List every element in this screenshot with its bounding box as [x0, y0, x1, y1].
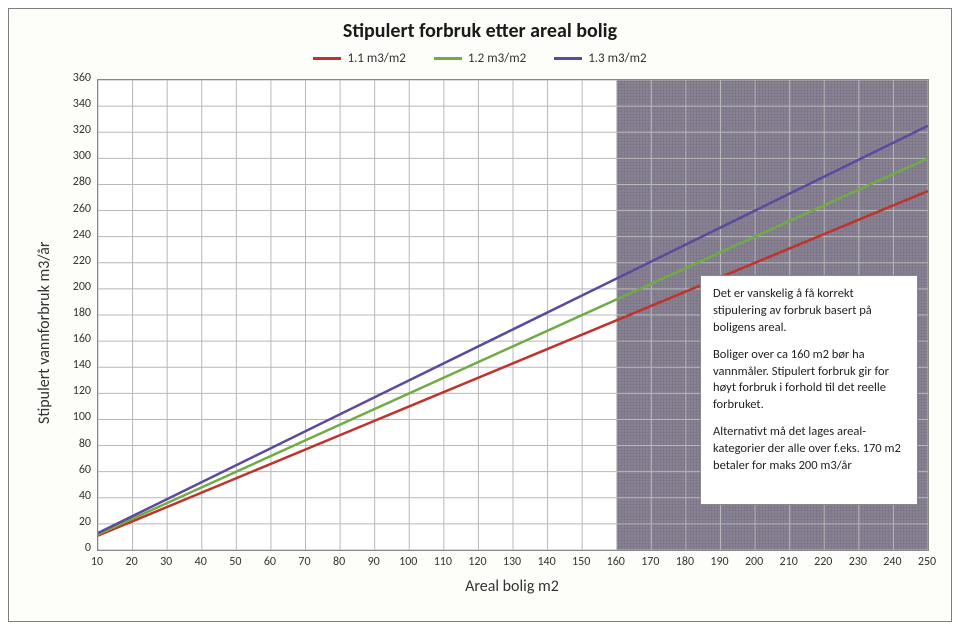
x-tick-label: 210 [779, 555, 799, 569]
x-tick-label: 150 [571, 555, 591, 569]
x-tick-label: 70 [295, 555, 315, 569]
x-axis-label: Areal bolig m2 [97, 577, 927, 596]
x-tick-label: 140 [537, 555, 557, 569]
y-tick-label: 120 [63, 384, 91, 398]
y-tick-label: 240 [63, 228, 91, 242]
legend-item: 1.3 m3/m2 [554, 51, 646, 66]
legend-label: 1.3 m3/m2 [588, 51, 646, 66]
x-tick-label: 190 [710, 555, 730, 569]
legend: 1.1 m3/m2 1.2 m3/m2 1.3 m3/m2 [9, 51, 951, 66]
legend-swatch [554, 57, 582, 60]
y-tick-label: 260 [63, 202, 91, 216]
x-tick-label: 120 [467, 555, 487, 569]
x-tick-label: 200 [744, 555, 764, 569]
legend-swatch [434, 57, 462, 60]
x-tick-label: 160 [606, 555, 626, 569]
legend-label: 1.1 m3/m2 [347, 51, 405, 66]
x-tick-label: 130 [502, 555, 522, 569]
legend-label: 1.2 m3/m2 [468, 51, 526, 66]
y-tick-label: 340 [63, 97, 91, 111]
x-tick-label: 20 [122, 555, 142, 569]
y-tick-label: 300 [63, 149, 91, 163]
y-tick-label: 160 [63, 332, 91, 346]
annotation-p3: Alternativt må det lages areal-kategorie… [713, 424, 905, 475]
x-tick-label: 80 [329, 555, 349, 569]
chart-container: Stipulert forbruk etter areal bolig 1.1 … [8, 8, 952, 622]
y-axis-label: Stipulert vannforbruk m3/år [35, 241, 54, 424]
x-tick-label: 30 [156, 555, 176, 569]
chart-title: Stipulert forbruk etter areal bolig [9, 19, 951, 43]
x-tick-label: 180 [675, 555, 695, 569]
legend-item: 1.2 m3/m2 [434, 51, 526, 66]
y-tick-label: 0 [63, 541, 91, 555]
x-tick-label: 220 [813, 555, 833, 569]
x-tick-label: 110 [433, 555, 453, 569]
y-tick-label: 80 [63, 437, 91, 451]
y-tick-label: 200 [63, 280, 91, 294]
y-tick-label: 280 [63, 175, 91, 189]
x-tick-label: 10 [87, 555, 107, 569]
x-tick-label: 50 [225, 555, 245, 569]
x-tick-label: 90 [364, 555, 384, 569]
legend-swatch [313, 57, 341, 60]
y-tick-label: 40 [63, 489, 91, 503]
plot-area: Det er vanskelig å få korrekt stipulerin… [97, 79, 929, 551]
x-tick-label: 250 [917, 555, 937, 569]
x-tick-label: 40 [191, 555, 211, 569]
annotation-p1: Det er vanskelig å få korrekt stipulerin… [713, 286, 905, 337]
x-tick-label: 60 [260, 555, 280, 569]
annotation-p2: Boliger over ca 160 m2 bør ha vannmåler.… [713, 347, 905, 415]
x-tick-label: 230 [848, 555, 868, 569]
x-tick-label: 170 [640, 555, 660, 569]
y-tick-label: 140 [63, 358, 91, 372]
y-tick-label: 20 [63, 515, 91, 529]
x-tick-label: 100 [398, 555, 418, 569]
y-tick-label: 360 [63, 71, 91, 85]
y-tick-label: 180 [63, 306, 91, 320]
x-tick-label: 240 [882, 555, 902, 569]
annotation-box: Det er vanskelig å få korrekt stipulerin… [700, 275, 918, 505]
legend-item: 1.1 m3/m2 [313, 51, 405, 66]
y-tick-label: 220 [63, 254, 91, 268]
y-tick-label: 60 [63, 463, 91, 477]
y-tick-label: 100 [63, 410, 91, 424]
y-tick-label: 320 [63, 123, 91, 137]
